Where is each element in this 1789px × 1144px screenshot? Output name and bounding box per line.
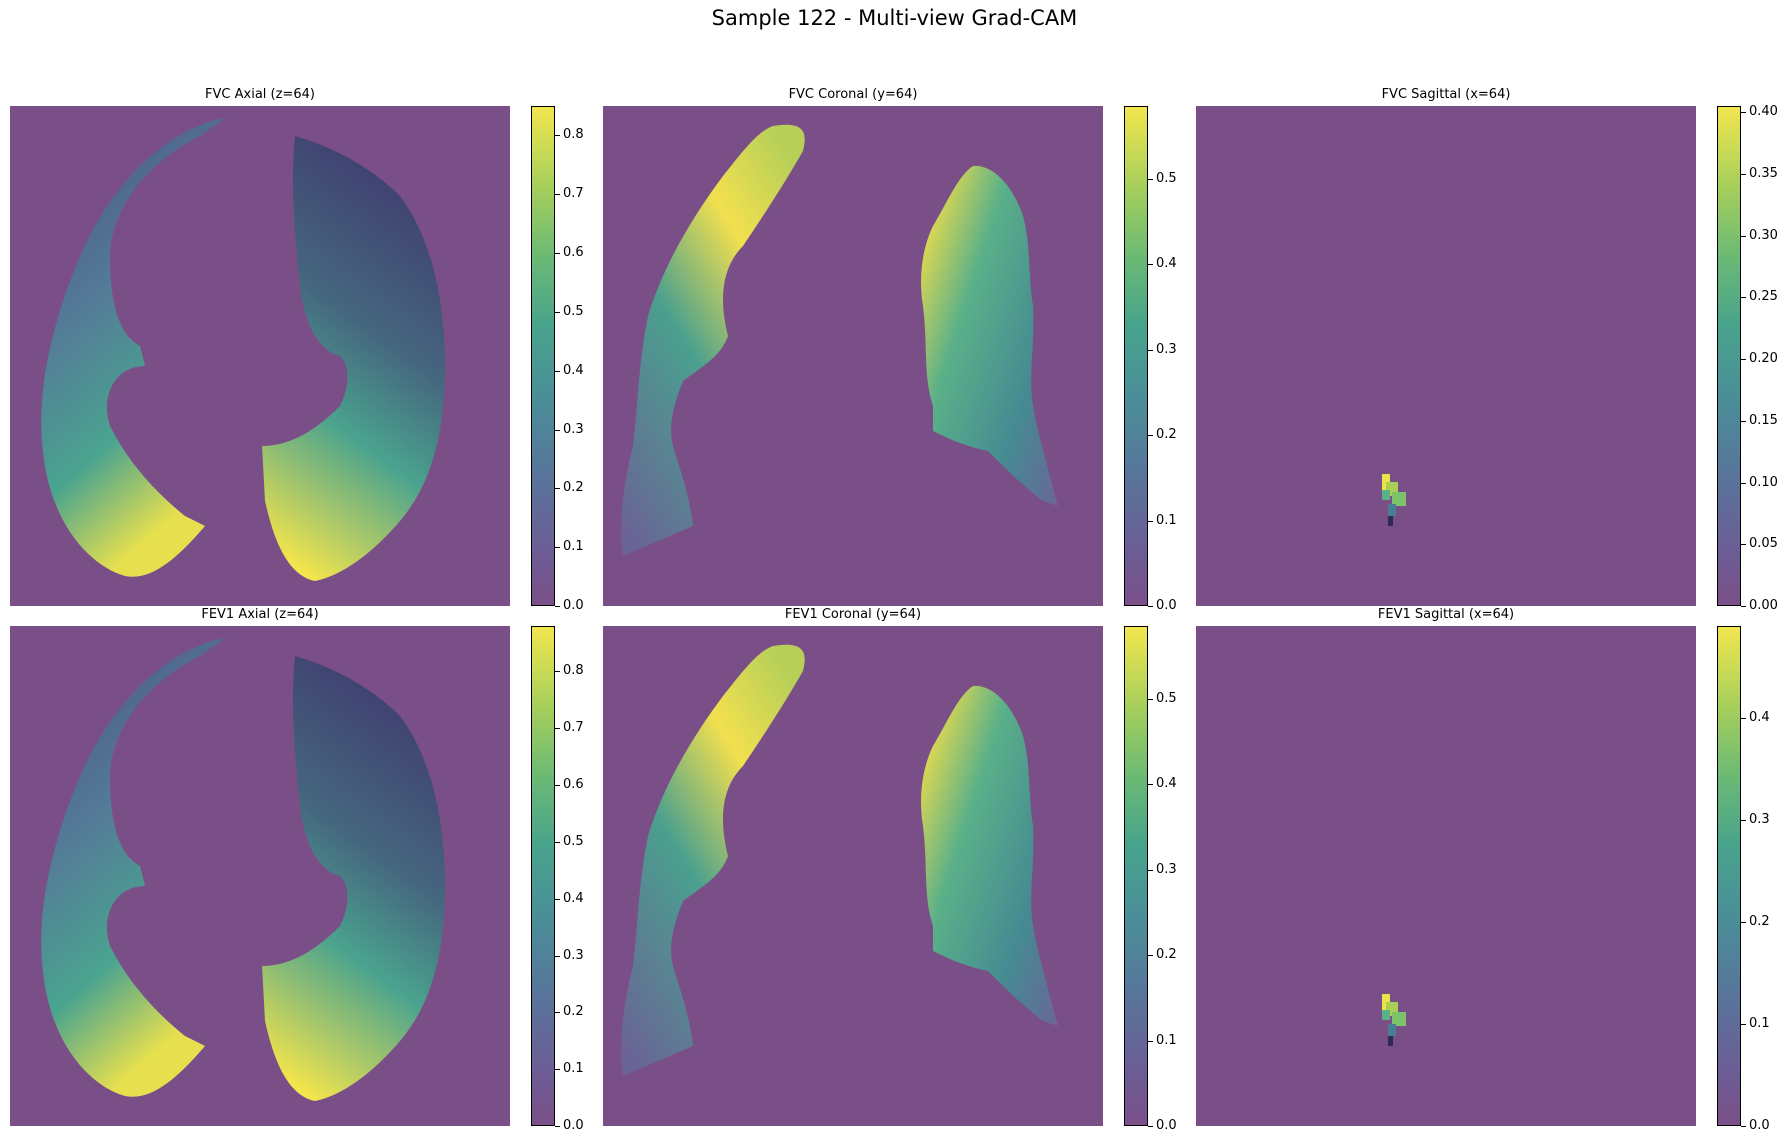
colorbar-tick-label: 0.40 xyxy=(1749,104,1778,120)
panel-title: FEV1 Axial (z=64) xyxy=(201,607,319,622)
heatmap-image xyxy=(10,106,510,606)
colorbar-tick-label: 0.2 xyxy=(563,1004,584,1020)
colorbar-tick-label: 0.6 xyxy=(563,777,584,793)
panel-title: FVC Axial (z=64) xyxy=(205,87,315,102)
colorbar-gradient xyxy=(1124,106,1148,606)
colorbar-tick-label: 0.30 xyxy=(1749,227,1778,243)
colorbar-tick-label: 0.3 xyxy=(1749,811,1770,827)
colorbar-tick-label: 0.5 xyxy=(1156,170,1177,186)
colorbar-tick-label: 0.2 xyxy=(1156,427,1177,443)
colorbar-tick-label: 0.0 xyxy=(563,598,584,613)
colorbar-gradient xyxy=(1717,106,1741,606)
colorbar-tick-label: 0.1 xyxy=(1156,512,1177,528)
panel-title: FVC Coronal (y=64) xyxy=(788,87,918,102)
colorbar-gradient xyxy=(531,106,555,606)
colorbar-tick-label: 0.6 xyxy=(563,245,584,261)
colorbar-tick-label: 0.1 xyxy=(1749,1015,1770,1031)
colorbar-tick-label: 0.0 xyxy=(563,1118,584,1133)
colorbar-tick-label: 0.20 xyxy=(1749,351,1778,367)
colorbar-tick-label: 0.4 xyxy=(1156,256,1177,272)
panel-title: FVC Sagittal (x=64) xyxy=(1381,87,1511,102)
colorbar-tick-label: 0.2 xyxy=(1749,913,1770,929)
colorbar-tick-label: 0.3 xyxy=(1156,341,1177,357)
heatmap-image xyxy=(603,106,1103,606)
colorbar-gradient xyxy=(1124,626,1148,1126)
colorbar-tick-label: 0.3 xyxy=(563,421,584,437)
colorbar-tick-label: 0.7 xyxy=(563,186,584,202)
colorbar-tick-label: 0.8 xyxy=(563,663,584,679)
colorbar-tick-label: 0.7 xyxy=(563,720,584,736)
colorbar-tick-label: 0.15 xyxy=(1749,412,1778,428)
colorbar-tick-label: 0.5 xyxy=(1156,690,1177,706)
colorbar-tick-label: 0.5 xyxy=(563,303,584,319)
colorbar-tick-label: 0.8 xyxy=(563,127,584,143)
panel-title: FEV1 Coronal (y=64) xyxy=(784,607,922,622)
colorbar-tick-label: 0.00 xyxy=(1749,598,1778,613)
colorbar-tick-label: 0.0 xyxy=(1156,1118,1177,1133)
colorbar-tick-label: 0.4 xyxy=(1749,709,1770,725)
colorbar-tick-label: 0.3 xyxy=(563,947,584,963)
colorbar-tick-label: 0.10 xyxy=(1749,474,1778,490)
heatmap-image xyxy=(1196,626,1696,1126)
colorbar-tick-label: 0.5 xyxy=(563,833,584,849)
colorbar-tick-label: 0.2 xyxy=(563,480,584,496)
colorbar-tick-label: 0.2 xyxy=(1156,947,1177,963)
colorbar-tick-label: 0.3 xyxy=(1156,861,1177,877)
colorbar-gradient xyxy=(531,626,555,1126)
colorbar-tick-label: 0.05 xyxy=(1749,536,1778,552)
panel-title: FEV1 Sagittal (x=64) xyxy=(1377,607,1515,622)
heatmap-image xyxy=(603,626,1103,1126)
heatmap-image xyxy=(1196,106,1696,606)
figure-title: Sample 122 - Multi-view Grad-CAM xyxy=(711,6,1078,30)
colorbar-tick-label: 0.25 xyxy=(1749,289,1778,305)
colorbar-tick-label: 0.0 xyxy=(1749,1118,1770,1133)
colorbar-tick-label: 0.1 xyxy=(563,539,584,555)
colorbar-tick-label: 0.4 xyxy=(1156,776,1177,792)
colorbar-tick-label: 0.1 xyxy=(1156,1032,1177,1048)
colorbar-gradient xyxy=(1717,626,1741,1126)
colorbar-tick-label: 0.1 xyxy=(563,1061,584,1077)
colorbar-tick-label: 0.4 xyxy=(563,362,584,378)
colorbar-tick-label: 0.35 xyxy=(1749,165,1778,181)
colorbar-tick-label: 0.0 xyxy=(1156,598,1177,613)
heatmap-image xyxy=(10,626,510,1126)
colorbar-tick-label: 0.4 xyxy=(563,890,584,906)
